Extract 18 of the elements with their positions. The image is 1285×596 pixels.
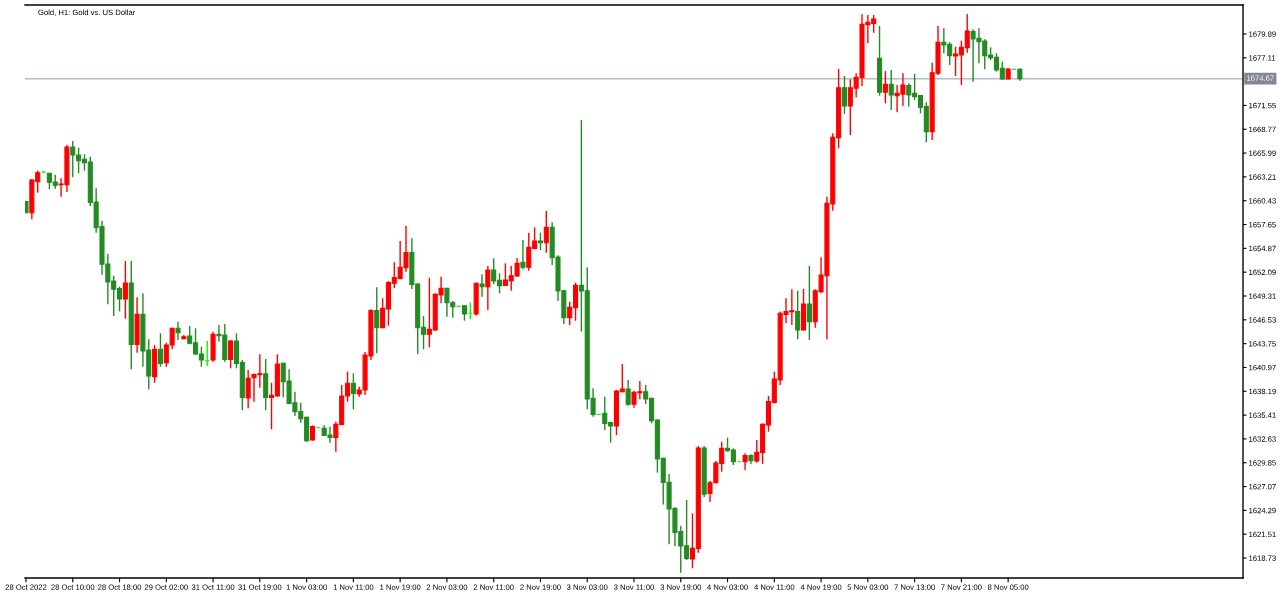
candlestick [625,379,631,407]
candlestick [806,265,812,341]
candlestick [245,369,251,410]
candlestick [520,239,526,271]
candlestick [263,358,269,411]
candlestick [485,265,491,311]
candlestick [543,210,549,254]
candlestick [888,69,894,111]
candlestick [374,286,380,355]
candlestick [175,321,181,341]
candlestick [479,273,485,298]
candlestick [228,339,234,370]
candlestick [882,70,888,104]
candlestick [795,289,801,341]
candlestick [122,260,128,320]
candlestick [157,332,163,368]
candlestick [841,75,848,115]
candlestick [350,372,356,411]
